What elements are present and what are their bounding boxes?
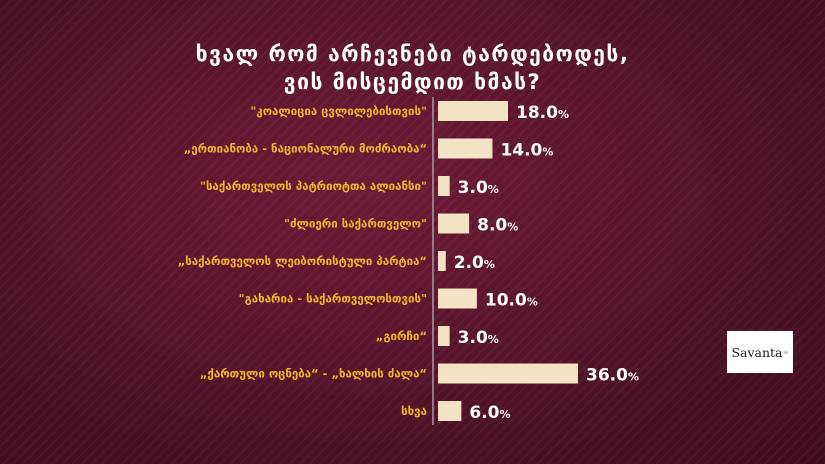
value-unit: %	[499, 408, 510, 421]
value-unit: %	[484, 258, 495, 271]
bar	[438, 363, 578, 384]
bar	[438, 326, 450, 346]
value-unit: %	[527, 296, 538, 309]
logo-text: Savanta	[731, 344, 783, 360]
value-unit: %	[488, 333, 499, 346]
category-label: „ერთიანობა - ნაციონალური მოძრაობა“	[184, 142, 427, 156]
category-label: "ძლიერი საქართველო"	[284, 217, 427, 231]
value-label: 8.0%	[477, 216, 518, 236]
value-label: 14.0%	[500, 141, 553, 161]
category-label: „ქართული ოცნება“ - „ხალხის ძალა“	[200, 367, 427, 381]
value-unit: %	[558, 108, 569, 121]
category-label: "გახარია - საქართველოსთვის"	[239, 292, 427, 306]
value-unit: %	[507, 221, 518, 234]
bar	[438, 288, 477, 309]
savanta-logo: Savanta ≡	[727, 331, 793, 373]
bar	[438, 401, 462, 421]
value-unit: %	[628, 371, 639, 384]
chart-title-line-2: ვის მისცემდით ხმას?	[283, 70, 542, 94]
category-label: "საქართველოს პატრიოტთა ალიანსი"	[200, 179, 427, 193]
value-label: 3.0%	[458, 328, 499, 348]
category-label: „საქართველოს ლეიბორისტული პარტია“	[178, 254, 427, 268]
bar	[438, 213, 470, 234]
value-unit: %	[488, 183, 499, 196]
value-label: 10.0%	[485, 291, 538, 311]
bar	[438, 251, 446, 271]
logo-mark-icon: ≡	[783, 348, 789, 356]
value-label: 36.0%	[586, 366, 639, 386]
value-label: 18.0%	[516, 103, 569, 123]
value-label: 6.0%	[469, 403, 510, 423]
category-label: სხვა	[401, 404, 427, 418]
chart-title: ხვალ რომ არჩევნები ტარდებოდეს, ვის მისცე…	[0, 40, 825, 96]
bar	[438, 101, 508, 121]
bar	[438, 176, 450, 196]
value-label: 3.0%	[458, 178, 499, 198]
category-label: "კოალიცია ცვლილებისთვის"	[250, 104, 427, 118]
category-label: „გირჩი“	[376, 329, 427, 343]
chart-title-line-1: ხვალ რომ არჩევნები ტარდებოდეს,	[195, 42, 630, 66]
value-label: 2.0%	[454, 253, 495, 273]
value-unit: %	[542, 146, 553, 159]
bar	[438, 138, 493, 159]
